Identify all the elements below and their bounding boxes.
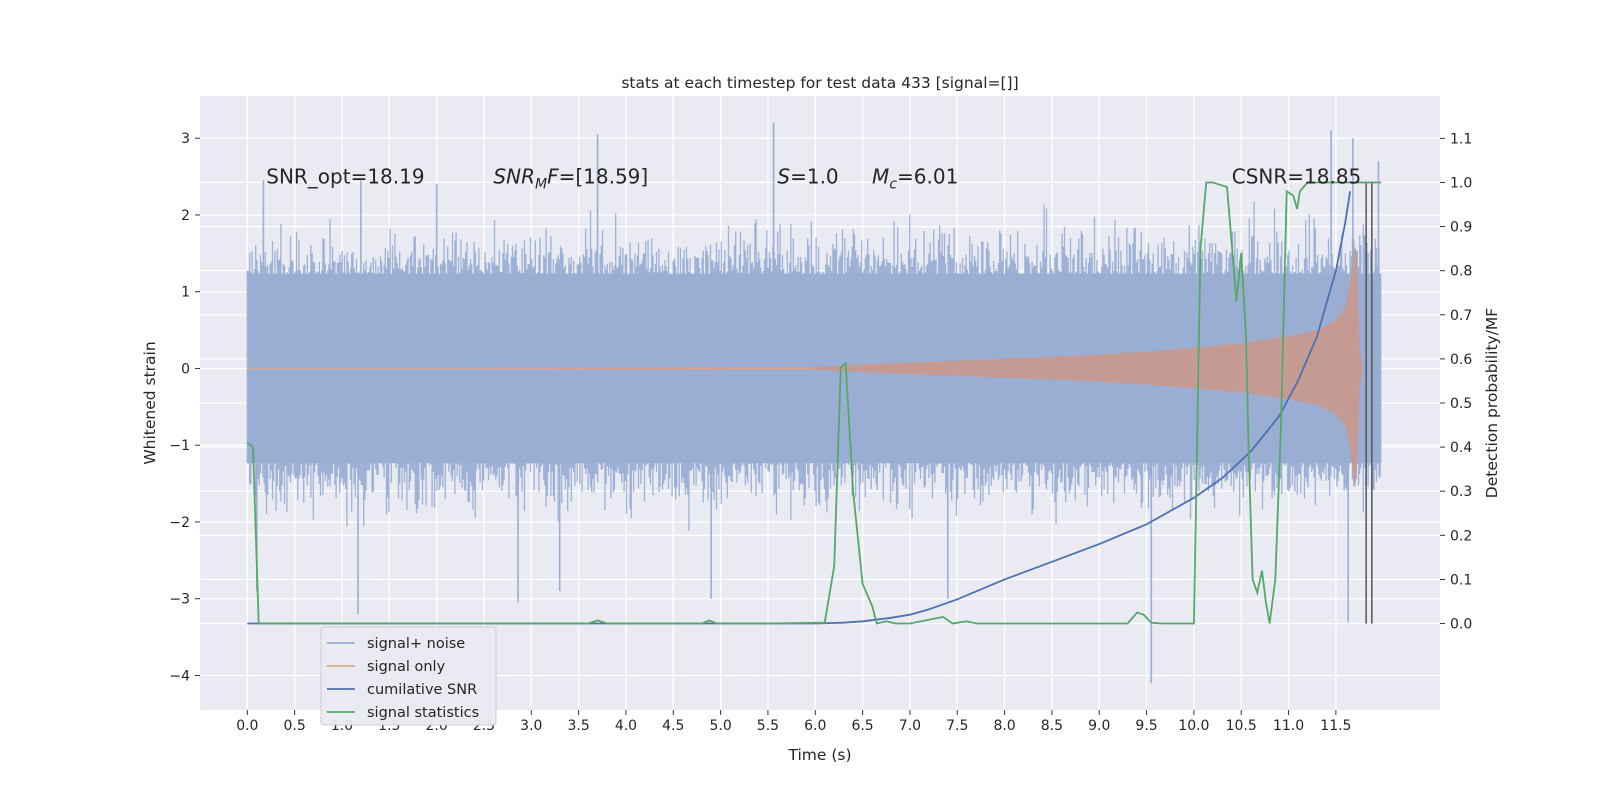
x-tick-label: 10.0: [1178, 718, 1209, 734]
x-tick-label: 8.0: [993, 718, 1015, 734]
x-tick-label: 11.5: [1320, 718, 1351, 734]
series-layer: [246, 122, 1382, 684]
y-axis-label: Whitened strain: [141, 341, 159, 464]
y-tick-label: 1: [181, 285, 190, 301]
annotations: SNR_opt=18.19 SNRMF=[18.59] S=1.0 Mc=6.01 CS…: [266, 165, 1361, 193]
y2-tick-label: 0.0: [1450, 617, 1472, 633]
y2-tick-label: 1.0: [1450, 175, 1472, 191]
y2-tick-label: 0.5: [1450, 396, 1472, 412]
x-tick-label: 5.5: [757, 718, 779, 734]
y2-tick-label: 0.4: [1450, 440, 1472, 456]
x-tick-label: 10.5: [1226, 718, 1257, 734]
x-tick-label: 6.0: [804, 718, 826, 734]
legend-label: signal+ noise: [367, 636, 465, 652]
signal-only-band: [247, 245, 1363, 486]
y-tick-label: −3: [169, 592, 190, 608]
y2-tick-label: 0.6: [1450, 352, 1472, 368]
x-tick-label: 9.0: [1088, 718, 1110, 734]
y2-tick-label: 1.1: [1450, 131, 1472, 147]
y-tick-label: 3: [181, 131, 190, 147]
y2-axis-label: Detection probability/MF: [1483, 308, 1501, 499]
y-tick-label: 2: [181, 208, 190, 224]
y-tick-label: −4: [169, 668, 190, 684]
annotation-base: S: [777, 165, 790, 189]
y2-tick-label: 0.3: [1450, 484, 1472, 500]
y2-tick-label: 0.9: [1450, 220, 1472, 236]
annotation-base: M: [872, 165, 889, 189]
annotation-tail: =6.01: [897, 165, 958, 189]
chart-title: stats at each timestep for test data 433…: [621, 74, 1018, 92]
y-tick-label: 0: [181, 361, 190, 377]
x-tick-label: 5.0: [709, 718, 731, 734]
legend-label: signal statistics: [367, 705, 479, 721]
legend-box: [320, 626, 497, 726]
x-axis-label: Time (s): [787, 746, 851, 764]
y2-tick-label: 0.2: [1450, 528, 1472, 544]
annotation-subscript: c: [889, 177, 897, 193]
x-tick-label: 9.5: [1135, 718, 1157, 734]
y-tick-label: −1: [169, 438, 190, 454]
x-tick-label: 6.5: [851, 718, 873, 734]
annotation-text: SNR_opt=18.19: [266, 165, 424, 189]
annotation-base: SNR: [493, 165, 535, 189]
legend: signal+ noise signal only cumilative SNR si…: [320, 626, 497, 726]
x-tick-label: 0.0: [236, 718, 258, 734]
x-tick-label: 4.0: [615, 718, 637, 734]
x-tick-label: 8.5: [1041, 718, 1063, 734]
annotation-text: Mc=6.01: [872, 165, 958, 193]
annotation-text: CSNR=18.85: [1232, 165, 1362, 189]
y2-tick-label: 0.7: [1450, 308, 1472, 324]
series-signal-statistics: [246, 181, 1382, 625]
annotation-subscript: M: [535, 177, 547, 193]
series-signal-only: [247, 245, 1363, 486]
x-tick-label: 7.0: [899, 718, 921, 734]
x-tick-label: 0.5: [284, 718, 306, 734]
x-tick-label: 3.0: [520, 718, 542, 734]
x-tick-label: 7.5: [946, 718, 968, 734]
legend-label: cumilative SNR: [367, 682, 477, 698]
annotation-tail: =1.0: [790, 165, 839, 189]
x-tick-label: 11.0: [1273, 718, 1304, 734]
legend-label: signal only: [367, 659, 446, 675]
y2-tick-label: 0.8: [1450, 264, 1472, 280]
series-cumulative-snr: [247, 191, 1351, 625]
y-tick-label: −2: [169, 515, 190, 531]
y2-tick-label: 0.1: [1450, 572, 1472, 588]
x-tick-label: 4.5: [662, 718, 684, 734]
x-tick-label: 3.5: [567, 718, 589, 734]
annotation-text: S=1.0: [777, 165, 838, 189]
axes-layer: 0.0 0.5 1.0 1.5 2.0 2.5 3.0 3.5 4.0 4.5 5.0 5.5 6.0 6…: [169, 131, 1472, 734]
annotation-tail-value: =[18.59]: [559, 165, 649, 189]
annotation-text: SNRMF=[18.59]: [493, 165, 648, 193]
annotation-tail: F: [547, 165, 559, 189]
